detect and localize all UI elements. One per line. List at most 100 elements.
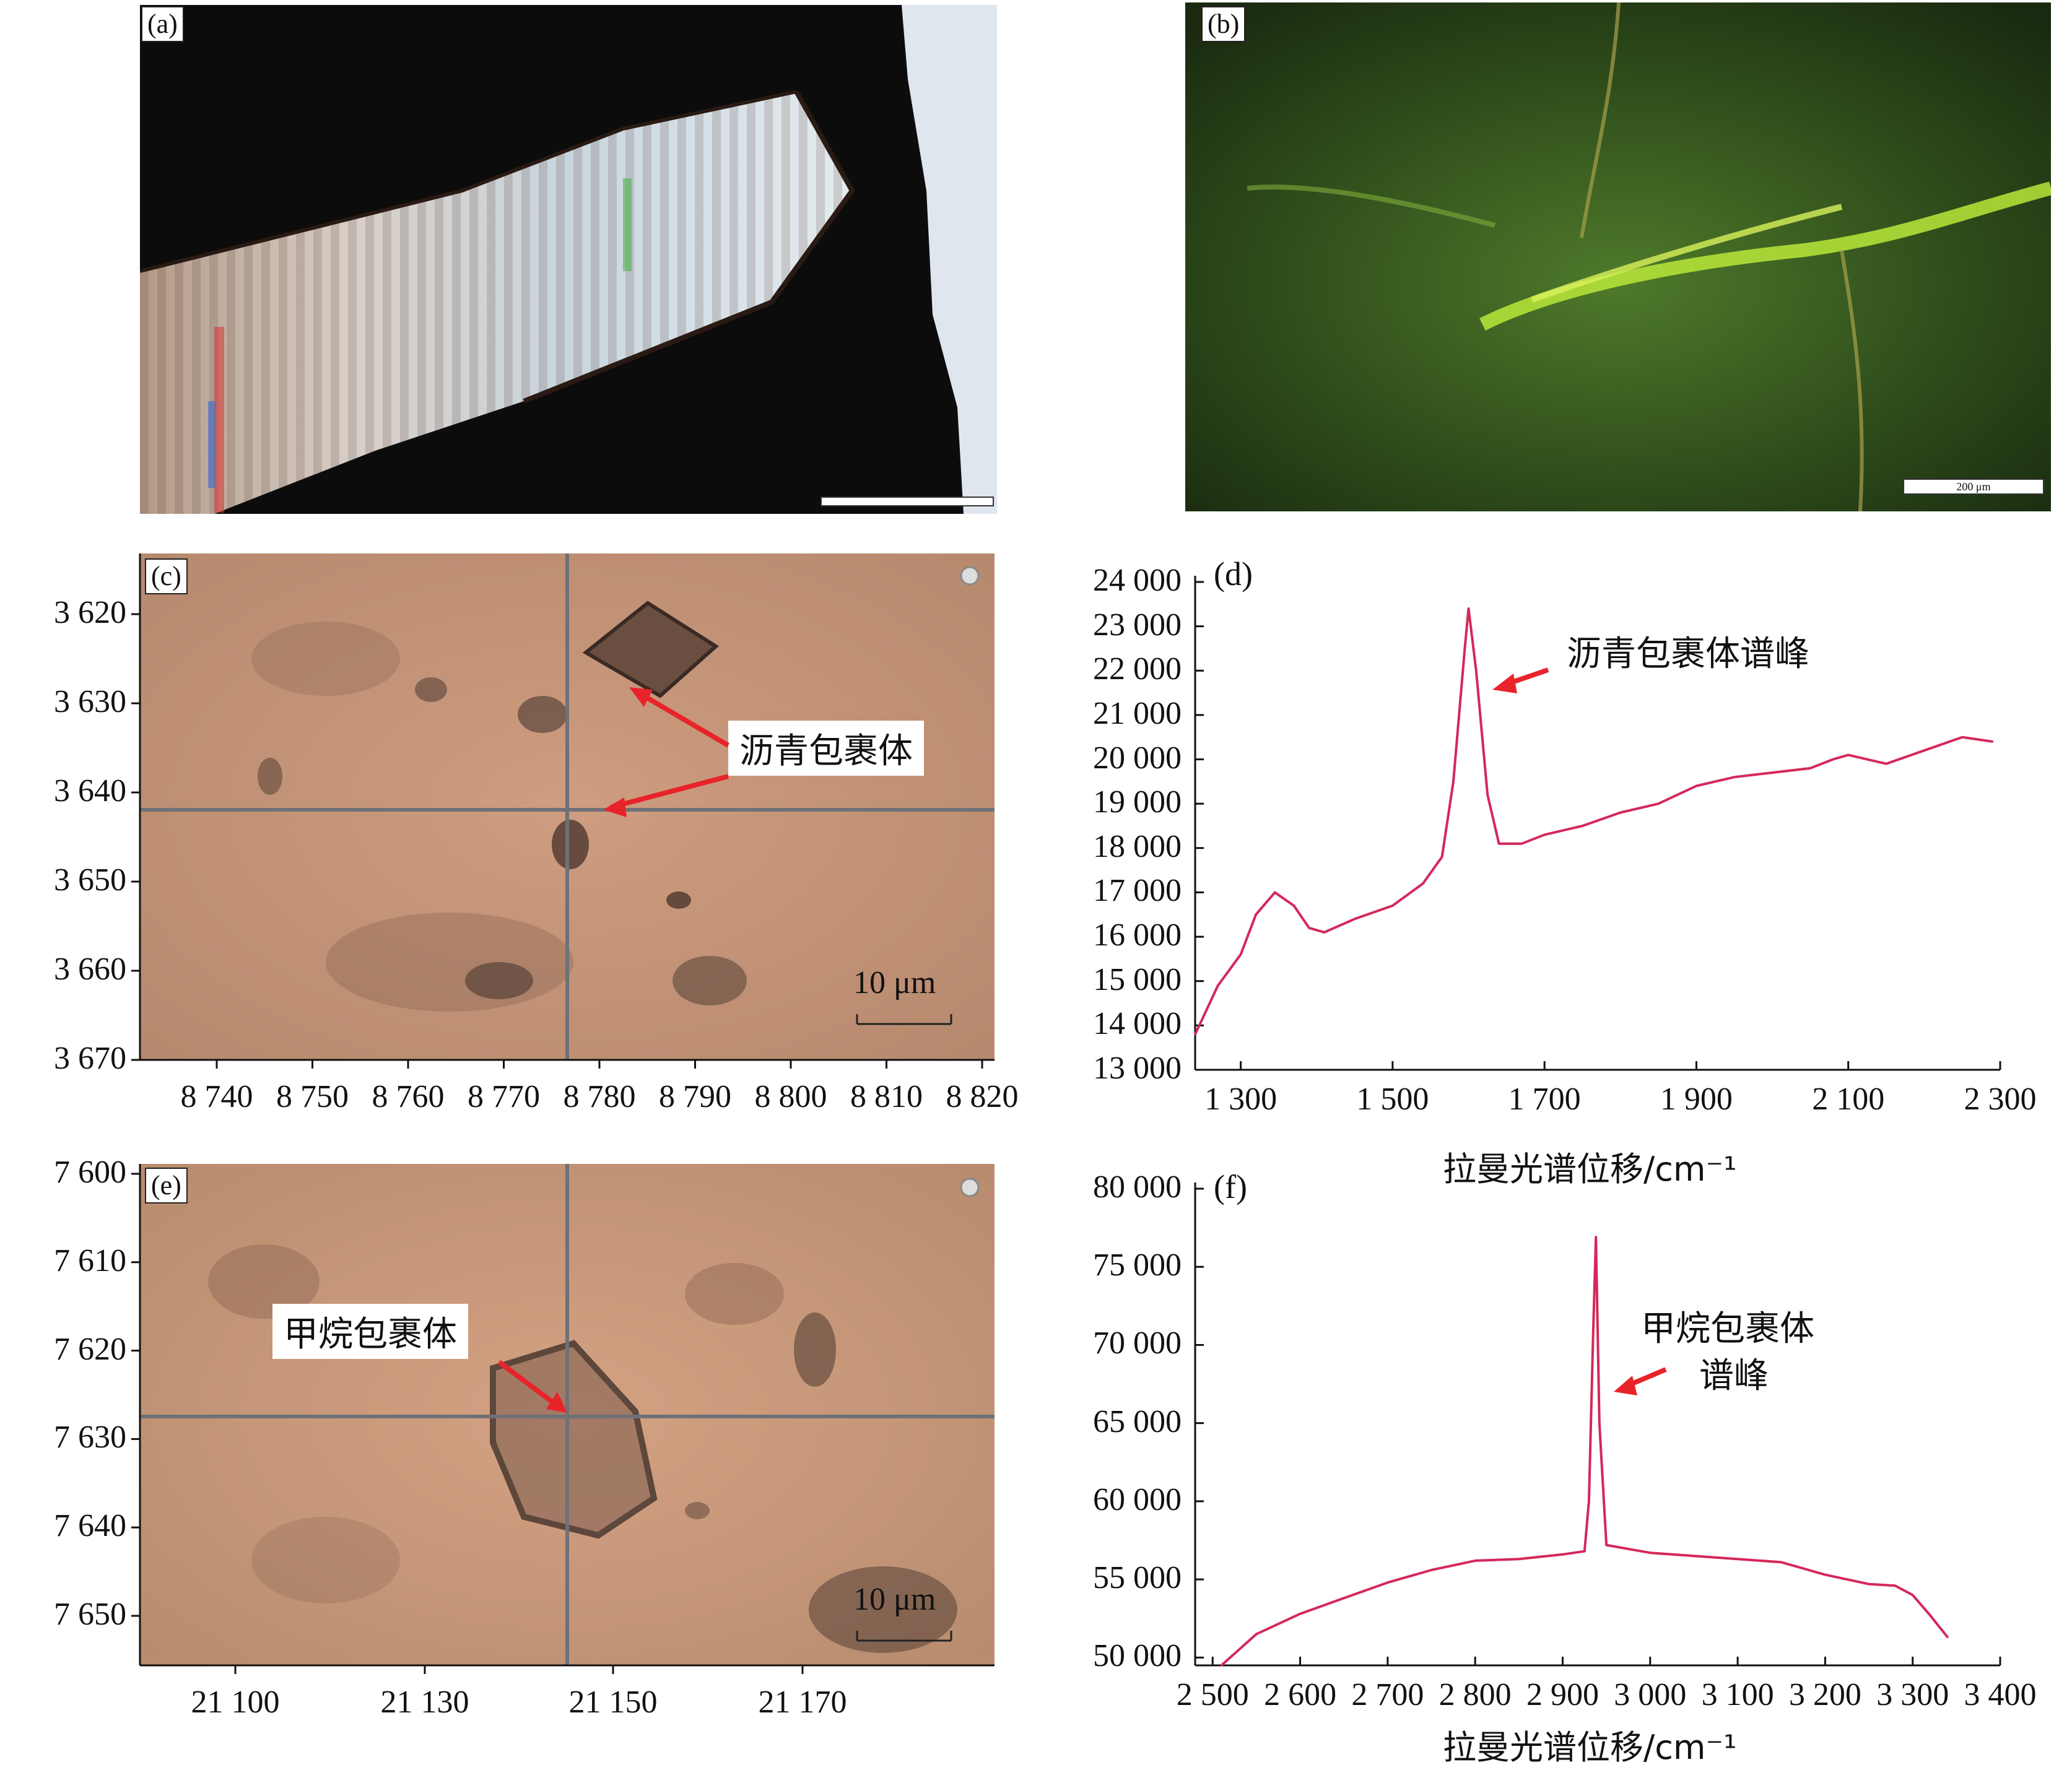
chart-d-data-point <box>1961 736 1964 739</box>
panel-c-ytick-label: 3 650 <box>54 862 126 898</box>
chart-f-data-point <box>1780 1561 1783 1563</box>
chart-d-data-point <box>1217 984 1219 987</box>
chart-d-data-point <box>1695 785 1697 787</box>
chart-f-xtick-label: 2 600 <box>1264 1677 1337 1712</box>
chart-d-data-point <box>1832 758 1834 761</box>
chart-d-ytick-label: 16 000 <box>1093 918 1182 953</box>
chart-d-data-point <box>1422 882 1424 885</box>
panel-e-ytick-label: 7 610 <box>54 1243 126 1278</box>
panel-e-callout: 甲烷包裹体 <box>272 1304 468 1359</box>
panel-f-peak-label-line2: 谱峰 <box>1699 1356 1769 1396</box>
chart-d-data-point <box>1885 763 1887 765</box>
chart-f-xtick-label: 3 200 <box>1788 1677 1861 1712</box>
chart-f-xtick-label: 3 400 <box>1964 1677 2037 1712</box>
chart-f-data-point <box>1220 1664 1222 1667</box>
chart-d-data-point <box>1255 913 1257 916</box>
chart-f-data-point <box>1912 1594 1914 1596</box>
chart-f-data-point <box>1386 1581 1389 1584</box>
chart-f-ytick-label: 50 000 <box>1093 1638 1182 1674</box>
chart-f-xtick-label: 2 900 <box>1526 1677 1599 1712</box>
chart-f-xtick-label: 3 300 <box>1876 1677 1949 1712</box>
panel-c-xtick-label: 8 780 <box>563 1079 636 1114</box>
panel-c-ytick-label: 3 620 <box>54 595 126 630</box>
chart-f-data-point <box>1474 1560 1476 1562</box>
chart-d-data-point <box>1475 669 1478 672</box>
chart-d-ytick-label: 14 000 <box>1093 1006 1182 1042</box>
panel-c-callout: 沥青包裹体 <box>728 721 924 776</box>
chart-d-data-point <box>1809 767 1811 770</box>
chart-d-data-point <box>1498 843 1500 845</box>
chart-d-data-point <box>1486 794 1489 796</box>
panel-b-scale-text: 200 μm <box>1956 480 1991 493</box>
chart-f-xtick-label: 2 500 <box>1176 1677 1249 1712</box>
panel-e-xtick-label: 21 130 <box>380 1685 469 1720</box>
chart-d-xtick-label: 2 100 <box>1812 1082 1885 1117</box>
chart-d-xlabel: 拉曼光谱位移/cm⁻¹ <box>1443 1150 1737 1189</box>
panel-e-ytick-label: 7 600 <box>54 1155 126 1190</box>
chart-f-data-point <box>1343 1597 1345 1599</box>
chart-d-data-point <box>1991 740 1994 743</box>
panel-c-xtick-label: 8 820 <box>946 1079 1019 1114</box>
chart-d-data-point <box>1354 918 1356 920</box>
panel-c-xtick-label: 8 760 <box>372 1079 445 1114</box>
chart-f-xtick-label: 2 700 <box>1351 1677 1424 1712</box>
chart-d-xtick-label: 1 700 <box>1508 1082 1581 1117</box>
chart-d-data-point <box>1391 905 1394 907</box>
chart-d-ytick-label: 13 000 <box>1093 1051 1182 1086</box>
chart-d-peak-arrowhead <box>1492 674 1517 693</box>
chart-d-ytick-label: 19 000 <box>1093 784 1182 820</box>
chart-f-data-point <box>1736 1558 1739 1560</box>
chart-f-data-point <box>1649 1551 1652 1554</box>
panel-e-xtick-label: 21 150 <box>568 1685 658 1720</box>
panel-f-label: (f) <box>1214 1168 1247 1205</box>
panel-c-ytick-label: 3 660 <box>54 952 126 987</box>
chart-d-ytick-label: 18 000 <box>1093 828 1182 864</box>
chart-d-xtick-label: 1 300 <box>1204 1082 1278 1117</box>
panel-c-ytick-label: 3 630 <box>54 684 126 719</box>
chart-d-ytick-label: 22 000 <box>1093 651 1182 687</box>
chart-d-data-point <box>1308 927 1310 929</box>
chart-d-data-point <box>1468 607 1470 610</box>
chart-f-data-point <box>1946 1636 1949 1639</box>
chart-d-data-point <box>1463 647 1466 649</box>
chart-d-data-point <box>1543 833 1546 836</box>
chart-f-data-point <box>1255 1633 1258 1636</box>
panel-e-ytick-label: 7 620 <box>54 1331 126 1367</box>
panel-d-label: (d) <box>1214 555 1253 592</box>
panel-c-xtick-label: 8 800 <box>754 1079 827 1114</box>
chart-f-xtick-label: 3 000 <box>1614 1677 1687 1712</box>
chart-d-ytick-label: 21 000 <box>1093 695 1182 731</box>
chart-f-data-point <box>1868 1583 1870 1586</box>
panel-e-xtick-label: 21 170 <box>758 1685 847 1720</box>
panel-c-micrograph: (c) 沥青包裹体 10 μm <box>140 553 995 1060</box>
chart-d-data-point <box>1923 749 1925 752</box>
panel-a-micrograph: (a) <box>140 5 997 514</box>
chart-f-data-point <box>1692 1555 1695 1557</box>
panel-c-ytick-label: 3 670 <box>54 1041 126 1076</box>
chart-f-xlabel: 拉曼光谱位移/cm⁻¹ <box>1443 1728 1737 1767</box>
chart-d-xtick-label: 2 300 <box>1964 1082 2037 1117</box>
chart-d-data-point <box>1657 802 1660 805</box>
chart-f-ytick-label: 65 000 <box>1093 1403 1182 1439</box>
chart-d-data-point <box>1323 931 1325 934</box>
chart-f-data-point <box>1583 1550 1586 1553</box>
panel-c-xtick-label: 8 750 <box>276 1079 349 1114</box>
panel-c-xtick-label: 8 790 <box>659 1079 731 1114</box>
chart-f-data-point <box>1588 1500 1590 1503</box>
chart-f-data-point <box>1518 1558 1520 1560</box>
panel-b-label: (b) <box>1201 6 1246 42</box>
chart-f-ytick-label: 60 000 <box>1093 1482 1182 1517</box>
chart-d-data-point <box>1733 776 1736 778</box>
chart-f-xtick-label: 2 800 <box>1439 1677 1512 1712</box>
chart-f-ytick-label: 70 000 <box>1093 1325 1182 1361</box>
chart-d-ytick-label: 23 000 <box>1093 607 1182 643</box>
chart-d-data-point <box>1441 856 1443 858</box>
chart-d-ytick-label: 15 000 <box>1093 961 1182 997</box>
panel-e-scale-text: 10 μm <box>853 1582 936 1617</box>
panel-a-label: (a) <box>141 6 184 42</box>
chart-f-xtick-label: 3 100 <box>1701 1677 1774 1712</box>
chart-f-data-point <box>1929 1614 1931 1616</box>
panel-e-label: (e) <box>145 1168 188 1204</box>
chart-d-data-point <box>1292 905 1295 907</box>
